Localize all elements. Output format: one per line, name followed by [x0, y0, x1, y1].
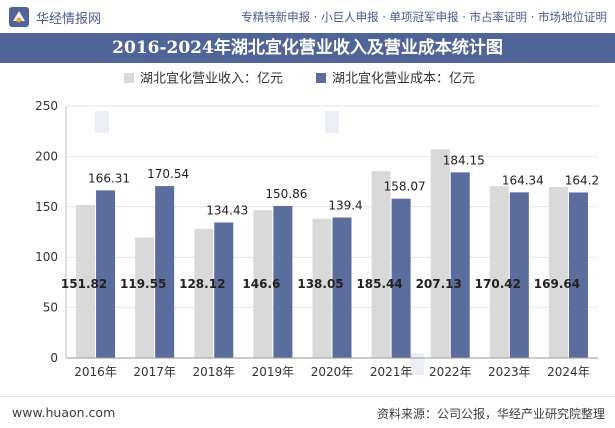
cost-value-label: 139.4	[328, 198, 362, 212]
y-tick-label: 100	[35, 250, 58, 264]
revenue-value-label: 146.6	[242, 277, 280, 291]
revenue-bar	[76, 204, 96, 358]
cost-value-label: 164.2	[565, 173, 599, 187]
title-bar: 2016-2024年湖北宜化营业收入及营业成本统计图	[0, 33, 615, 63]
legend-revenue-label: 湖北宜化营业收入：亿元	[140, 72, 283, 87]
legend-cost-label: 湖北宜化营业成本：亿元	[332, 72, 475, 87]
y-tick-label: 200	[35, 149, 58, 163]
cost-value-label: 184.15	[443, 153, 485, 167]
revenue-value-label: 170.42	[475, 277, 521, 291]
x-tick-label: 2020年	[311, 365, 354, 379]
x-tick-label: 2019年	[252, 365, 295, 379]
x-tick-label: 2024年	[547, 365, 590, 379]
bar-chart: 0 50 100 150 200 250 2016年 2017年 2018年 2019年 2020…	[35, 72, 599, 380]
y-tick-label: 250	[35, 99, 58, 113]
revenue-bar	[253, 210, 273, 358]
cost-bar	[96, 190, 116, 358]
cost-bar	[568, 192, 588, 358]
revenue-value-label: 151.82	[61, 277, 107, 291]
x-tick-label: 2016年	[74, 365, 117, 379]
service-links[interactable]: 专精特新申报 · 小巨人申报 · 单项冠军申报 · 市占率证明 · 市场地位证明	[241, 10, 607, 24]
cost-bar	[214, 222, 234, 358]
cost-bar	[391, 198, 411, 358]
cost-value-label: 134.43	[206, 203, 248, 217]
x-tick-label: 2021年	[370, 365, 413, 379]
chart-title: 2016-2024年湖北宜化营业收入及营业成本统计图	[112, 38, 503, 58]
y-tick-label: 0	[50, 351, 58, 365]
revenue-bar	[489, 186, 509, 358]
cost-value-label: 158.07	[384, 180, 426, 194]
cost-value-label: 166.31	[88, 171, 130, 185]
y-axis: 0 50 100 150 200 250	[35, 99, 67, 365]
x-tick-label: 2018年	[193, 365, 236, 379]
cost-bar	[450, 172, 470, 358]
x-tick-label: 2017年	[133, 365, 176, 379]
cost-value-label: 164.34	[502, 173, 544, 187]
legend-revenue-swatch	[124, 73, 134, 83]
source-note: 资料来源：公司公报，华经产业研究院整理	[376, 407, 605, 421]
site-url[interactable]: www.huaon.com	[12, 405, 116, 420]
cost-bar	[273, 205, 293, 358]
gridlines	[66, 105, 598, 359]
legend: 湖北宜化营业收入：亿元 湖北宜化营业成本：亿元	[124, 72, 475, 87]
x-axis: 2016年 2017年 2018年 2019年 2020年 2021年 2022年 2023年…	[66, 357, 598, 379]
revenue-bar	[548, 187, 568, 358]
legend-cost-swatch	[316, 73, 326, 83]
revenue-value-label: 128.12	[179, 277, 225, 291]
revenue-bar	[312, 218, 332, 358]
revenue-value-label: 169.64	[534, 277, 580, 291]
data-labels: 151.82 166.31 119.55 170.54 128.12 134.43 146.…	[61, 153, 599, 291]
cost-value-label: 170.54	[147, 167, 189, 181]
footer: www.huaon.com 资料来源：公司公报，华经产业研究院整理	[0, 396, 615, 428]
revenue-bar	[430, 149, 450, 358]
revenue-bar	[135, 237, 155, 358]
revenue-value-label: 185.44	[356, 277, 402, 291]
cost-bar	[155, 186, 175, 358]
x-tick-label: 2023年	[488, 365, 531, 379]
revenue-bar	[194, 228, 214, 358]
revenue-value-label: 138.05	[297, 277, 343, 291]
cost-bar	[332, 217, 352, 358]
revenue-bar	[371, 171, 391, 358]
cost-bar	[509, 192, 529, 358]
bars	[76, 149, 588, 358]
top-bar: 华经情报网 专精特新申报 · 小巨人申报 · 单项冠军申报 · 市占率证明 · …	[0, 0, 615, 34]
revenue-value-label: 207.13	[416, 277, 462, 291]
revenue-value-label: 119.55	[120, 277, 166, 291]
brand-name: 华经情报网	[36, 12, 102, 27]
y-tick-label: 50	[43, 301, 58, 315]
cost-value-label: 150.86	[265, 187, 307, 201]
huajing-logo-icon	[9, 7, 29, 27]
y-tick-label: 150	[35, 200, 58, 214]
x-tick-label: 2022年	[429, 365, 472, 379]
